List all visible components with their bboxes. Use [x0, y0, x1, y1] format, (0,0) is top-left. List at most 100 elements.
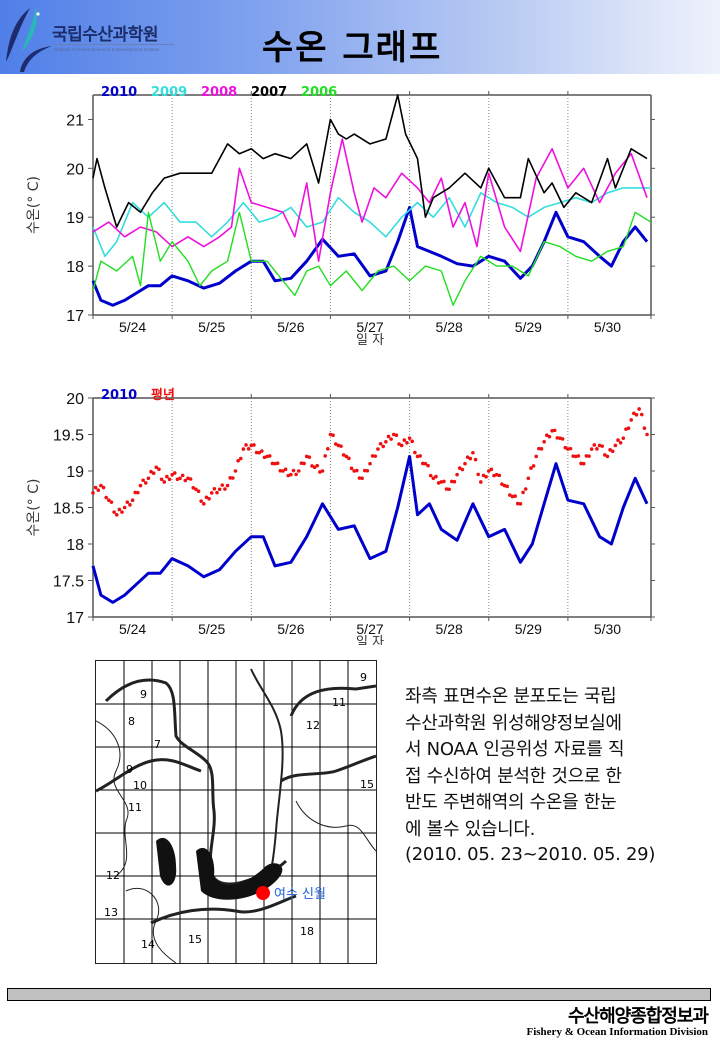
- data-point: [246, 447, 251, 451]
- series-line-2007: [92, 94, 648, 228]
- series-line-2009: [92, 187, 651, 258]
- data-point: [96, 488, 101, 493]
- data-point: [621, 436, 626, 440]
- data-point: [489, 467, 494, 472]
- description-line: 접 수신하여 분석한 것으로 한: [405, 765, 622, 787]
- data-point: [231, 476, 235, 480]
- data-point: [423, 461, 428, 466]
- data-point: [634, 412, 639, 417]
- data-point: [560, 437, 565, 441]
- data-point: [589, 447, 594, 451]
- description-line: 서 NOAA 인공위성 자료를 직: [405, 739, 625, 760]
- data-point: [587, 454, 591, 458]
- data-point: [381, 444, 386, 449]
- data-point: [128, 503, 132, 507]
- data-point: [204, 495, 209, 500]
- data-point: [302, 461, 306, 466]
- description-line: 반도 주변해역의 수온을 한눈: [405, 792, 617, 813]
- data-point: [194, 487, 198, 492]
- data-point: [120, 510, 124, 514]
- data-point: [452, 479, 457, 484]
- data-point: [178, 476, 182, 481]
- data-point: [465, 455, 470, 459]
- contour-label: 11: [332, 696, 346, 709]
- data-point: [333, 442, 338, 446]
- data-point: [613, 443, 618, 448]
- y-tick-label: 19.5: [53, 428, 84, 445]
- contour-label: 12: [306, 719, 320, 732]
- data-point: [552, 428, 557, 433]
- data-point: [99, 483, 103, 488]
- data-point: [402, 438, 407, 442]
- data-point: [595, 447, 599, 451]
- x-tick-label: 5/24: [119, 319, 146, 335]
- data-point: [645, 432, 649, 437]
- x-tick-label: 5/29: [515, 319, 542, 335]
- x-tick-label: 5/28: [436, 621, 463, 637]
- data-point: [500, 482, 504, 486]
- logo-english-text: National Fisheries Research & Developmen…: [54, 47, 160, 52]
- data-point: [122, 505, 127, 510]
- data-point: [294, 472, 298, 477]
- data-point: [112, 510, 116, 514]
- x-axis-label: 일 자: [356, 635, 384, 645]
- data-point: [386, 434, 391, 439]
- data-point: [531, 464, 536, 468]
- legend-entry: 2010: [101, 388, 137, 403]
- data-point: [196, 489, 201, 493]
- legend-entry: 2009: [151, 85, 187, 100]
- data-point: [236, 458, 240, 463]
- data-point: [542, 440, 546, 444]
- data-point: [202, 502, 206, 506]
- x-tick-label: 5/30: [594, 319, 621, 335]
- contour-label: 11: [128, 801, 142, 814]
- data-point: [228, 476, 232, 480]
- data-point: [629, 418, 634, 422]
- data-point: [207, 496, 211, 501]
- y-axis-label: 수온(° C): [26, 176, 42, 234]
- page-title: 수온 그래프: [262, 28, 443, 68]
- data-point: [378, 441, 383, 446]
- x-tick-label: 5/26: [277, 621, 304, 637]
- data-point: [515, 501, 520, 506]
- y-tick-label: 20: [66, 161, 84, 178]
- y-tick-label: 17: [66, 308, 84, 325]
- data-point: [217, 487, 222, 492]
- data-point: [547, 434, 552, 439]
- data-point: [223, 487, 227, 491]
- contour-label: 9: [140, 688, 147, 701]
- data-point: [146, 476, 151, 481]
- contour-label: 15: [188, 933, 202, 946]
- data-point: [349, 466, 354, 471]
- data-point: [605, 454, 610, 459]
- contour-label: 10: [133, 779, 147, 792]
- data-point: [101, 485, 106, 490]
- y-axis-label: 수온(° C): [26, 479, 42, 537]
- data-point: [413, 450, 417, 455]
- data-point: [534, 454, 539, 459]
- data-point: [138, 483, 143, 488]
- data-point: [162, 480, 167, 484]
- data-point: [410, 439, 415, 444]
- data-point: [420, 461, 425, 466]
- x-tick-label: 5/25: [198, 319, 225, 335]
- contour-label: 13: [104, 906, 118, 919]
- contour-label: 18: [300, 925, 314, 938]
- data-point: [191, 485, 196, 490]
- series-line-2010: [91, 205, 649, 307]
- data-point: [476, 472, 480, 477]
- data-point: [365, 468, 370, 473]
- data-point: [434, 474, 438, 479]
- data-point: [584, 454, 589, 458]
- footer-division-korean: 수산해양종합정보과: [567, 1006, 709, 1027]
- footer-division-english: Fishery & Ocean Information Division: [526, 1026, 709, 1038]
- data-point: [326, 447, 330, 451]
- data-point: [368, 461, 372, 466]
- data-point: [252, 443, 256, 447]
- data-point: [600, 444, 604, 448]
- data-point: [307, 455, 312, 459]
- data-point: [114, 513, 119, 517]
- y-tick-label: 18: [66, 537, 84, 554]
- data-point: [109, 500, 114, 504]
- y-tick-label: 17.5: [53, 574, 84, 591]
